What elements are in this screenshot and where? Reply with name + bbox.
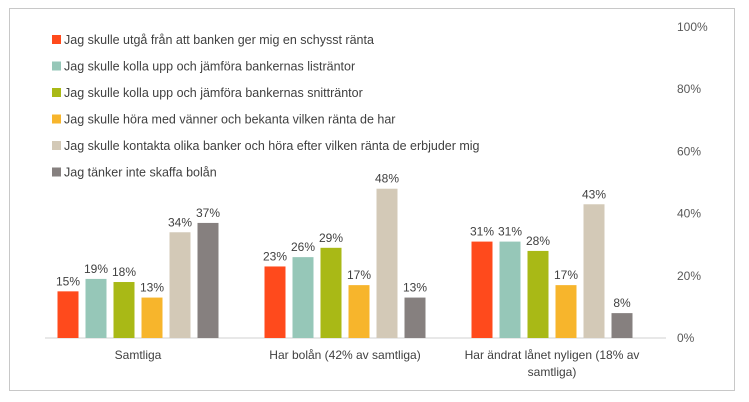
legend-label: Jag skulle höra med vänner och bekanta v… — [64, 113, 395, 127]
bar — [320, 247, 342, 338]
bar — [611, 313, 633, 338]
y-tick-label: 20% — [677, 269, 701, 283]
category-label: Har bolån (42% av samtliga) — [269, 348, 420, 362]
legend-swatch — [52, 141, 61, 150]
bar — [113, 282, 135, 338]
bar — [264, 266, 286, 338]
bar — [404, 297, 426, 338]
category-label: Samtliga — [115, 348, 162, 362]
legend-label: Jag skulle kolla upp och jämföra bankern… — [64, 60, 355, 74]
y-tick-label: 100% — [677, 20, 708, 34]
data-label: 8% — [613, 296, 631, 310]
data-label: 48% — [375, 172, 399, 186]
bar — [85, 278, 107, 338]
bar — [197, 222, 219, 338]
bar — [348, 285, 370, 338]
bar — [527, 250, 549, 338]
bar — [583, 204, 605, 338]
chart-frame — [9, 8, 735, 391]
y-tick-label: 80% — [677, 82, 701, 96]
data-label: 13% — [140, 281, 164, 295]
data-label: 43% — [582, 187, 606, 201]
legend-swatch — [52, 35, 61, 44]
category-label: Har ändrat lånet nyligen (18% av — [465, 348, 640, 362]
data-label: 29% — [319, 231, 343, 245]
bar — [292, 257, 314, 338]
data-label: 15% — [56, 274, 80, 288]
data-label: 19% — [84, 262, 108, 276]
legend-label: Jag skulle utgå från att banken ger mig … — [64, 33, 374, 47]
legend-label: Jag skulle kolla upp och jämföra bankern… — [64, 86, 363, 100]
y-tick-label: 60% — [677, 144, 701, 158]
y-tick-label: 0% — [677, 331, 695, 345]
data-label: 34% — [168, 215, 192, 229]
bar — [141, 297, 163, 338]
bar — [57, 291, 79, 338]
legend-swatch — [52, 167, 61, 177]
data-label: 37% — [196, 206, 220, 220]
data-label: 17% — [347, 268, 371, 282]
data-label: 17% — [554, 268, 578, 282]
data-label: 18% — [112, 265, 136, 279]
bar — [376, 188, 398, 338]
y-tick-label: 40% — [677, 207, 701, 221]
legend-swatch — [52, 61, 61, 71]
bar — [471, 241, 493, 338]
legend-swatch — [52, 88, 61, 97]
data-label: 13% — [403, 281, 427, 295]
data-label: 23% — [263, 249, 287, 263]
data-label: 28% — [526, 234, 550, 248]
bar — [169, 232, 191, 338]
bar — [499, 241, 521, 338]
legend-label: Jag tänker inte skaffa bolån — [64, 166, 217, 180]
legend-label: Jag skulle kontakta olika banker och hör… — [64, 139, 480, 153]
data-label: 26% — [291, 240, 315, 254]
bar — [555, 285, 577, 338]
category-label: samtliga) — [528, 365, 577, 379]
data-label: 31% — [498, 225, 522, 239]
data-label: 31% — [470, 225, 494, 239]
legend-swatch — [52, 114, 61, 124]
